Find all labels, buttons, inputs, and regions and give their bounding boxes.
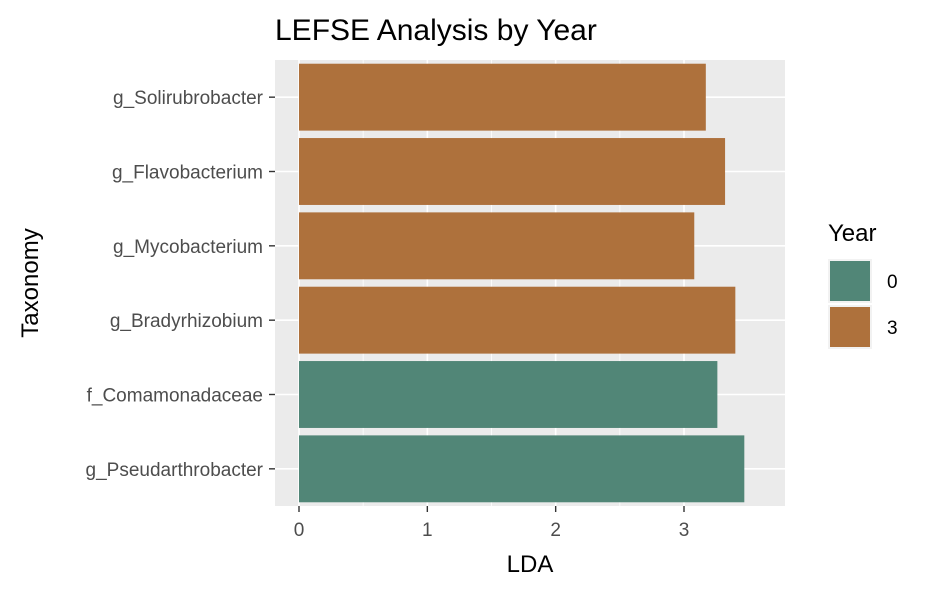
legend: Year 0 3	[828, 220, 898, 349]
bars	[299, 63, 745, 503]
x-tick-label: 2	[550, 520, 561, 541]
y-tick-label: f_Comamonadaceae	[87, 386, 263, 407]
plot-panel	[275, 60, 785, 506]
y-tick-label: g_Bradyrhizobium	[110, 311, 263, 332]
legend-key	[830, 261, 870, 301]
x-axis: 0 1 2 3	[294, 506, 690, 541]
y-tick-label: g_Pseudarthrobacter	[86, 460, 264, 481]
bar	[299, 435, 745, 503]
bar	[299, 212, 695, 280]
y-axis: g_Solirubrobacter g_Flavobacterium g_Mycob…	[86, 88, 275, 481]
legend-label: 3	[887, 318, 898, 339]
x-tick-label: 0	[294, 520, 305, 541]
y-tick-label: g_Flavobacterium	[112, 163, 263, 184]
legend-key	[830, 307, 870, 347]
x-tick-label: 3	[679, 520, 690, 541]
legend-label: 0	[887, 272, 898, 293]
y-tick-label: g_Mycobacterium	[113, 237, 263, 258]
y-tick-label: g_Solirubrobacter	[113, 88, 264, 109]
x-tick-label: 1	[422, 520, 433, 541]
bar	[299, 361, 718, 428]
bar	[299, 63, 706, 131]
bar	[299, 286, 736, 354]
bar	[299, 138, 726, 205]
legend-title: Year	[828, 220, 877, 247]
y-axis-title: Taxonomy	[17, 228, 44, 337]
x-axis-title: LDA	[507, 551, 554, 578]
chart-title: LEFSE Analysis by Year	[275, 14, 597, 47]
